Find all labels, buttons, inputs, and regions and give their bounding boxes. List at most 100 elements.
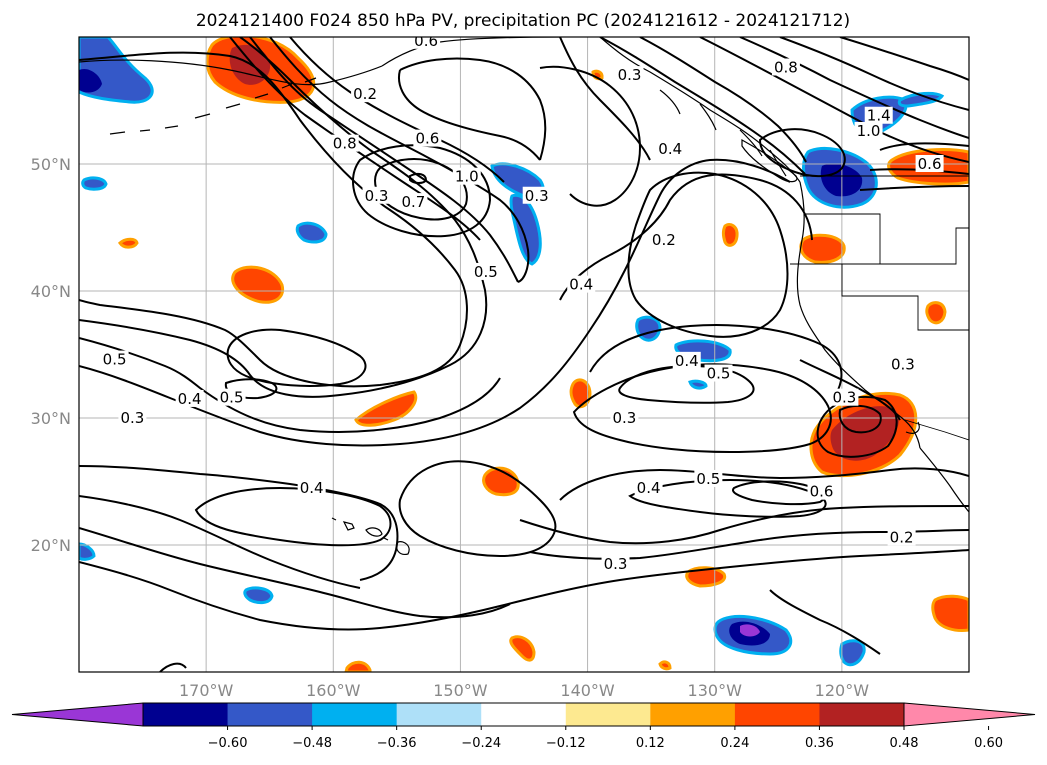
contour-label-bg [807,482,836,500]
pv-contour [519,505,969,545]
pv-contour [758,128,846,178]
pv-contour [559,467,969,501]
contour-label-bg [351,85,380,103]
longitude-tick-label: 160°W [306,681,361,700]
coastline-aleutians [109,77,317,135]
graticule [79,37,969,672]
pv-contour [572,363,832,454]
coastline-west-coast [796,181,921,449]
contour-label: 0.4 [300,479,324,497]
contour-label-bg [887,528,916,546]
contour-label: 0.3 [832,389,856,407]
contour-label: 0.6 [415,130,439,148]
coastline-hawaii [331,517,410,555]
contour-label: 0.5 [696,470,720,488]
pv-contour [398,460,557,558]
colorbar-segment [819,703,905,726]
precip-blob [931,594,969,632]
precip-blob [81,176,108,191]
precip-blob [509,635,536,662]
pv-contour [79,37,488,398]
colorbar-tick-label: 0.12 [636,736,665,751]
contour-label-bg [362,186,391,204]
latitude-tick-label: 20°N [31,536,71,555]
contour-label-bg [471,262,500,280]
contour-labels: 0.2 0.8 0.6 1.0 0.3 0.7 0.5 0.3 0.4 0.6 0.3 0.4 0.2 0… [100,37,944,573]
pv-contour [739,37,969,139]
pv-contour [589,323,843,391]
contour-label: 0.3 [525,187,549,205]
coastline-bc-islands [659,89,787,177]
coastline-alaska [79,59,383,86]
pv-contours [79,37,969,672]
colorbar-segment [143,703,229,726]
precip-blob [658,660,672,671]
contour-label-bg [915,155,944,172]
contour-label: 0.3 [891,356,915,374]
contour-label-bg [704,364,733,382]
colorbar-extend-high [903,702,1036,727]
contour-label-bg [452,167,481,185]
contour-label: 0.4 [658,140,682,158]
precip-blob [897,91,945,108]
contour-label-bg [601,555,630,573]
pv-contour [79,337,501,433]
pv-contour [79,527,511,619]
pv-contour [838,404,882,434]
contour-label-bg [649,231,678,249]
contour-label: 0.6 [918,155,942,173]
pv-contour [289,37,505,183]
longitude-tick-labels: 170°W 160°W 150°W 140°W 130°W 120°W [179,681,869,700]
longitude-tick-label: 130°W [688,681,743,700]
precip-blob [354,390,418,427]
contour-label: 0.5 [474,263,498,281]
precip-blob [839,639,866,667]
precip-blob [635,315,662,342]
colorbar-tick-label: −0.36 [377,736,417,751]
contour-label: 0.2 [652,231,676,249]
pv-contour [194,486,392,547]
contour-label-bg [567,275,596,293]
contour-label: 0.5 [103,351,127,369]
contour-label: 1.4 [867,107,891,125]
latitude-tick-label: 30°N [31,409,71,428]
contour-label: 1.0 [455,168,479,186]
contour-label-bg [100,350,129,368]
pv-contour [769,589,881,655]
longitude-tick-label: 140°W [560,681,615,700]
chart-title: 2024121400 F024 850 hPa PV, precipitatio… [196,11,850,31]
pv-contour [159,662,187,672]
colorbar-tick-label: −0.12 [546,736,586,751]
contour-label: 0.3 [613,409,637,427]
contour-label-bg [297,478,326,496]
longitude-tick-label: 150°W [433,681,488,700]
pv-contour [539,65,642,207]
contour-label-bg [888,355,917,373]
colorbar-tick-label: 0.36 [805,736,834,751]
colorbar-segment [734,703,820,726]
pv-contour [226,328,367,387]
pv-contour [627,171,789,338]
contour-label-bg [330,134,359,152]
contour-label-bg [634,478,663,496]
contour-label-bg [854,121,883,139]
precip-blob [295,221,328,244]
colorbar-extend-low [11,702,144,727]
contour-label: 0.3 [618,66,642,84]
contour-label: 0.6 [810,483,834,501]
contour-label: 0.8 [774,58,798,76]
pv-contour [79,495,361,589]
contour-label-bg [771,58,800,76]
colorbar: −0.60 −0.48 −0.36 −0.24 −0.12 0.12 0.24 0.36 0.4… [11,702,1036,751]
pv-contour [779,37,969,111]
pv-contour [859,185,969,191]
colorbar-tick-label: −0.24 [461,736,501,751]
colorbar-segment [565,703,651,726]
colorbar-segment [481,703,567,726]
precip-blob [243,586,274,605]
pv-contour [79,549,969,631]
pv-contour [559,173,813,301]
contour-label: 0.3 [365,187,389,205]
precip-blob [79,68,102,93]
contour-label-bg [175,389,204,407]
